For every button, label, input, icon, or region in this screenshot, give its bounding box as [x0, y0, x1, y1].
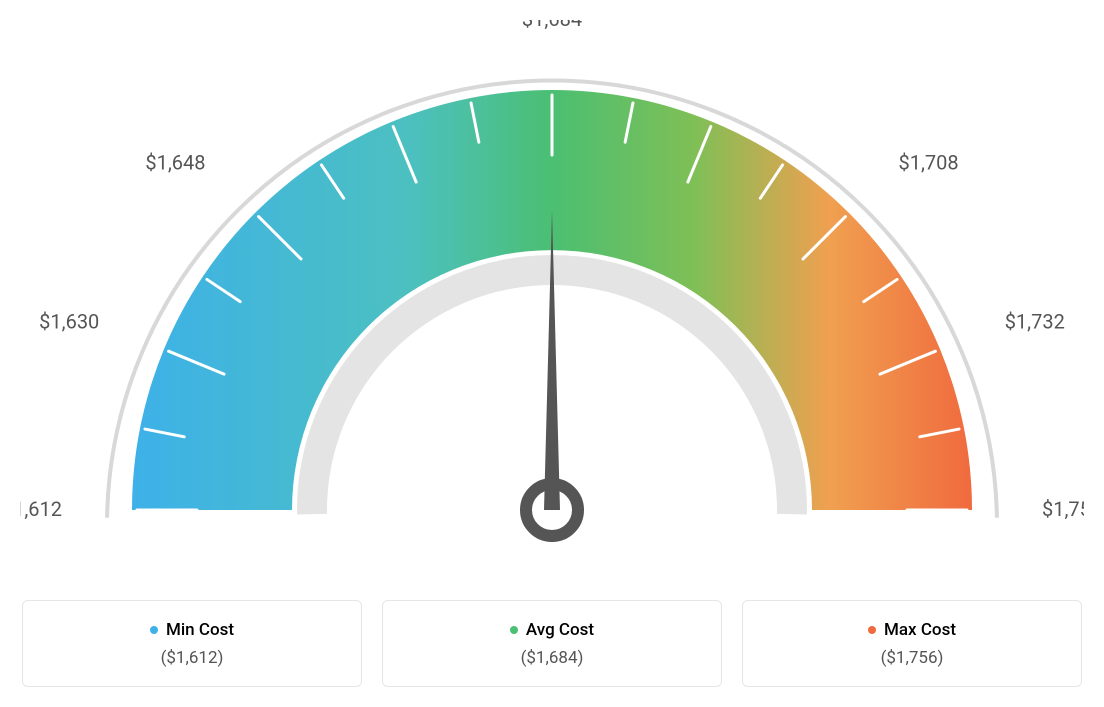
legend-value-min: ($1,612) — [33, 648, 351, 668]
legend-label-text: Min Cost — [166, 620, 234, 640]
gauge-tick-label: $1,648 — [145, 151, 205, 175]
gauge-tick-label: $1,708 — [898, 151, 958, 175]
dot-icon — [868, 626, 876, 634]
legend-label-min: Min Cost — [150, 620, 234, 640]
gauge-tick-label: $1,612 — [20, 497, 62, 521]
dot-icon — [510, 626, 518, 634]
legend-label-max: Max Cost — [868, 620, 956, 640]
gauge-needle — [544, 210, 560, 510]
gauge-tick-label: $1,732 — [1005, 309, 1065, 333]
legend-label-text: Avg Cost — [526, 620, 594, 640]
gauge-tick-label: $1,684 — [522, 20, 582, 31]
legend-card-min: Min Cost ($1,612) — [22, 600, 362, 687]
cost-gauge-chart: $1,612 $1,630 $1,648 $1,684 $1,708 $1,732 $1,7… — [20, 20, 1084, 580]
gauge-tick-label: $1,630 — [39, 309, 99, 333]
legend-row: Min Cost ($1,612) Avg Cost ($1,684) Max … — [20, 600, 1084, 687]
legend-label-text: Max Cost — [884, 620, 956, 640]
gauge-tick-label: $1,756 — [1042, 497, 1084, 521]
legend-card-max: Max Cost ($1,756) — [742, 600, 1082, 687]
dot-icon — [150, 626, 158, 634]
legend-label-avg: Avg Cost — [510, 620, 594, 640]
legend-value-max: ($1,756) — [753, 648, 1071, 668]
legend-value-avg: ($1,684) — [393, 648, 711, 668]
legend-card-avg: Avg Cost ($1,684) — [382, 600, 722, 687]
gauge-svg: $1,612 $1,630 $1,648 $1,684 $1,708 $1,732 $1,7… — [20, 20, 1084, 580]
